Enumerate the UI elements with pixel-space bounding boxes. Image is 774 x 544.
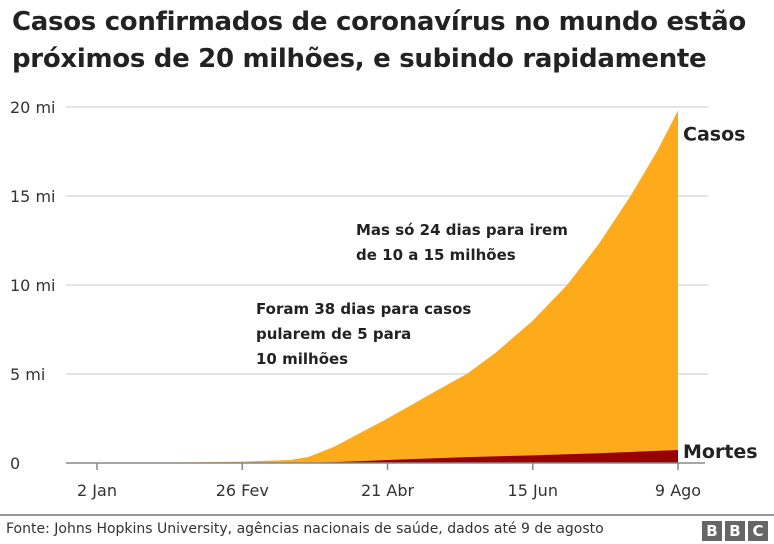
footer: Fonte: Johns Hopkins University, agência… bbox=[0, 514, 774, 541]
annotation-text: Mas só 24 dias para irem bbox=[356, 221, 568, 239]
chart-title: Casos confirmados de coronavírus no mund… bbox=[12, 7, 746, 74]
bbc-logo: B B C bbox=[702, 521, 768, 541]
area-mortes bbox=[97, 450, 678, 463]
area-casos bbox=[97, 110, 678, 463]
annotation-text: Foram 38 dias para casos bbox=[256, 300, 471, 318]
y-tick-label: 10 mi bbox=[10, 276, 55, 295]
annotation-text: 10 milhões bbox=[256, 350, 348, 368]
series-label-mortes: Mortes bbox=[683, 441, 758, 463]
bbc-logo-b2: B bbox=[725, 521, 745, 541]
x-tick-label: 15 Jun bbox=[508, 481, 558, 500]
x-tick-label: 2 Jan bbox=[77, 481, 117, 500]
series-label-casos: Casos bbox=[683, 124, 745, 146]
y-tick-label: 20 mi bbox=[10, 98, 55, 117]
x-tick-label: 9 Ago bbox=[655, 481, 701, 500]
y-tick-label: 5 mi bbox=[10, 365, 45, 384]
annotation-text: de 10 a 15 milhões bbox=[356, 246, 516, 264]
bbc-logo-c: C bbox=[748, 521, 768, 541]
bbc-logo-b1: B bbox=[702, 521, 722, 541]
y-tick-label: 15 mi bbox=[10, 187, 55, 206]
source-text: Fonte: Johns Hopkins University, agência… bbox=[6, 521, 604, 537]
y-tick-label: 0 bbox=[10, 454, 20, 473]
annotation-text: pularem de 5 para bbox=[256, 325, 411, 343]
x-tick-label: 26 Fev bbox=[216, 481, 269, 500]
x-tick-label: 21 Abr bbox=[361, 481, 415, 500]
